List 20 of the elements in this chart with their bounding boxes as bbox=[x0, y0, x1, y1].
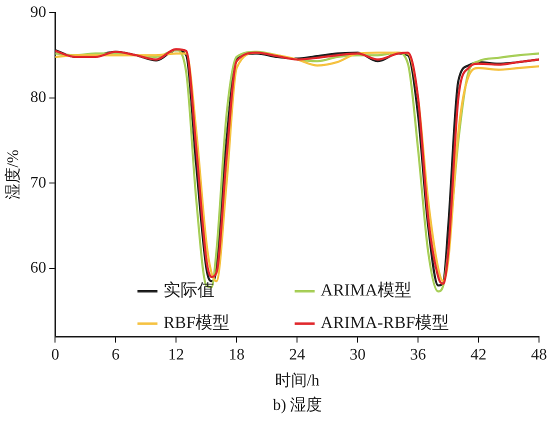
x-axis-title: 时间/h bbox=[274, 372, 320, 390]
y-tick-label: 80 bbox=[30, 89, 46, 106]
x-tick-label: 30 bbox=[350, 346, 366, 364]
legend-label: ARIMA-RBF模型 bbox=[320, 313, 450, 332]
x-tick-label: 0 bbox=[51, 346, 60, 364]
legend-label: RBF模型 bbox=[163, 313, 230, 332]
x-tick-label: 12 bbox=[168, 346, 184, 364]
legend-label: 实际值 bbox=[163, 280, 214, 300]
x-tick-label: 18 bbox=[228, 346, 245, 364]
text: b) 湿度 bbox=[272, 396, 324, 416]
x-tick-label: 24 bbox=[289, 346, 306, 364]
legend-label: ARIMA模型 bbox=[320, 280, 412, 300]
x-tick-label: 48 bbox=[531, 346, 547, 364]
y-tick-label: 90 bbox=[30, 4, 46, 21]
y-tick-label: 60 bbox=[30, 260, 46, 277]
y-tick-label: 70 bbox=[30, 174, 46, 192]
y-axis-title: 湿度/% bbox=[4, 150, 22, 200]
x-tick-label: 6 bbox=[112, 346, 120, 364]
x-tick-label: 36 bbox=[410, 346, 426, 364]
x-tick-label: 42 bbox=[470, 346, 487, 364]
